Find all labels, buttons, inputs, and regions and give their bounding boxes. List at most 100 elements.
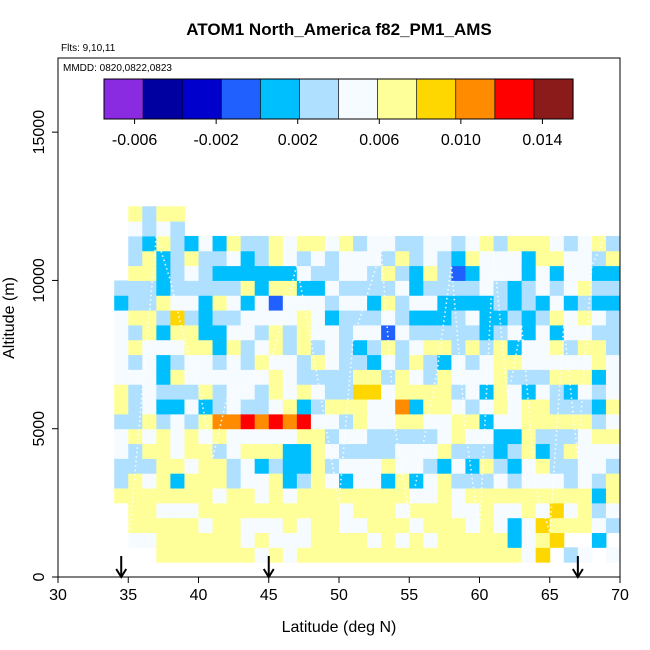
- heatmap-cell: [268, 250, 284, 267]
- heatmap-cell: [353, 295, 368, 311]
- heatmap-cell: [465, 547, 480, 563]
- heatmap-cell: [128, 473, 143, 489]
- heatmap-cell: [605, 384, 621, 400]
- heatmap-cell: [114, 488, 129, 504]
- heatmap-cell: [240, 532, 256, 548]
- heatmap-cell: [465, 235, 480, 252]
- heatmap-cell: [381, 488, 396, 504]
- heatmap-cell: [493, 502, 509, 519]
- heatmap-cell: [591, 369, 607, 385]
- heatmap-cell: [170, 488, 185, 504]
- heatmap-cell: [324, 324, 340, 341]
- heatmap-cell: [353, 265, 368, 281]
- heatmap-cell: [184, 488, 199, 504]
- heatmap-cell: [521, 250, 537, 267]
- heatmap-cell: [563, 473, 579, 489]
- heatmap-cell: [170, 369, 185, 385]
- heatmap-cell: [324, 488, 340, 504]
- heatmap-cell: [381, 502, 396, 519]
- heatmap-cell: [521, 547, 537, 563]
- colorbar-swatch: [221, 79, 261, 119]
- heatmap-cell: [409, 310, 424, 326]
- heatmap-cell: [324, 265, 340, 281]
- heatmap-cell: [381, 369, 396, 385]
- heatmap-cell: [605, 265, 621, 281]
- heatmap-cell: [437, 250, 452, 267]
- heatmap-cell: [395, 324, 410, 341]
- heatmap-cell: [479, 413, 495, 430]
- heatmap-cell: [493, 488, 509, 504]
- heatmap-cell: [339, 517, 354, 534]
- heatmap-cell: [395, 310, 410, 326]
- heatmap-cell: [479, 369, 495, 385]
- heatmap-cell: [226, 354, 242, 370]
- heatmap-cell: [423, 473, 438, 489]
- heatmap-cell: [549, 339, 565, 356]
- heatmap-cell: [353, 354, 368, 370]
- heatmap-cell: [282, 532, 298, 548]
- heatmap-cell: [198, 280, 214, 296]
- heatmap-cell: [268, 235, 284, 252]
- heatmap-cell: [605, 547, 621, 563]
- heatmap-cell: [226, 369, 242, 385]
- heatmap-cell: [353, 235, 368, 252]
- heatmap-cell: [549, 265, 565, 281]
- heatmap-cell: [409, 517, 424, 534]
- heatmap-cell: [577, 339, 593, 356]
- heatmap-cell: [128, 532, 143, 548]
- heatmap-cell: [563, 235, 579, 252]
- heatmap-cell: [507, 547, 523, 563]
- heatmap-cell: [437, 235, 452, 252]
- heatmap-cell: [339, 428, 354, 445]
- heatmap-cell: [226, 265, 242, 281]
- heatmap-cell: [549, 502, 565, 519]
- heatmap-cell: [156, 399, 171, 415]
- heatmap-cell: [395, 488, 410, 504]
- heatmap-cell: [479, 280, 495, 296]
- heatmap-cell: [128, 399, 143, 415]
- heatmap-cell: [310, 428, 326, 445]
- heatmap-cell: [465, 502, 480, 519]
- heatmap-cell: [409, 443, 424, 459]
- heatmap-cell: [437, 295, 452, 311]
- heatmap-cell: [577, 443, 593, 459]
- heatmap-cell: [563, 413, 579, 430]
- heatmap-cell: [156, 354, 171, 370]
- heatmap-cell: [465, 473, 480, 489]
- heatmap-cell: [605, 488, 621, 504]
- heatmap-cell: [254, 413, 270, 430]
- heatmap-cell: [339, 547, 354, 563]
- heatmap-cell: [212, 428, 228, 445]
- heatmap-cell: [395, 399, 410, 415]
- heatmap-cell: [254, 473, 270, 489]
- heatmap-cell: [156, 488, 171, 504]
- heatmap-cell: [226, 295, 242, 311]
- heatmap-cell: [535, 532, 551, 548]
- heatmap-cell: [128, 354, 143, 370]
- heatmap-cell: [240, 517, 256, 534]
- heatmap-cell: [465, 369, 480, 385]
- heatmap-cell: [563, 369, 579, 385]
- heatmap-cell: [563, 517, 579, 534]
- heatmap-cell: [507, 250, 523, 267]
- colorbar-swatch: [143, 79, 183, 119]
- heatmap-cell: [591, 532, 607, 548]
- heatmap-cell: [353, 458, 368, 474]
- heatmap-cell: [142, 413, 157, 430]
- heatmap-cell: [605, 443, 621, 459]
- heatmap-cell: [535, 295, 551, 311]
- heatmap-cell: [226, 458, 242, 474]
- heatmap-cell: [226, 443, 242, 459]
- x-tick-label: 30: [49, 587, 67, 604]
- heatmap-cell: [353, 399, 368, 415]
- heatmap-cell: [577, 235, 593, 252]
- dates-label: MMDD: 0820,0822,0823: [63, 63, 172, 74]
- heatmap-cell: [226, 488, 242, 504]
- heatmap-cell: [591, 428, 607, 445]
- heatmap-cell: [170, 354, 185, 370]
- heatmap-cell: [268, 280, 284, 296]
- heatmap-cell: [577, 458, 593, 474]
- heatmap-cell: [535, 324, 551, 341]
- heatmap-cell: [282, 473, 298, 489]
- heatmap-cell: [535, 547, 551, 563]
